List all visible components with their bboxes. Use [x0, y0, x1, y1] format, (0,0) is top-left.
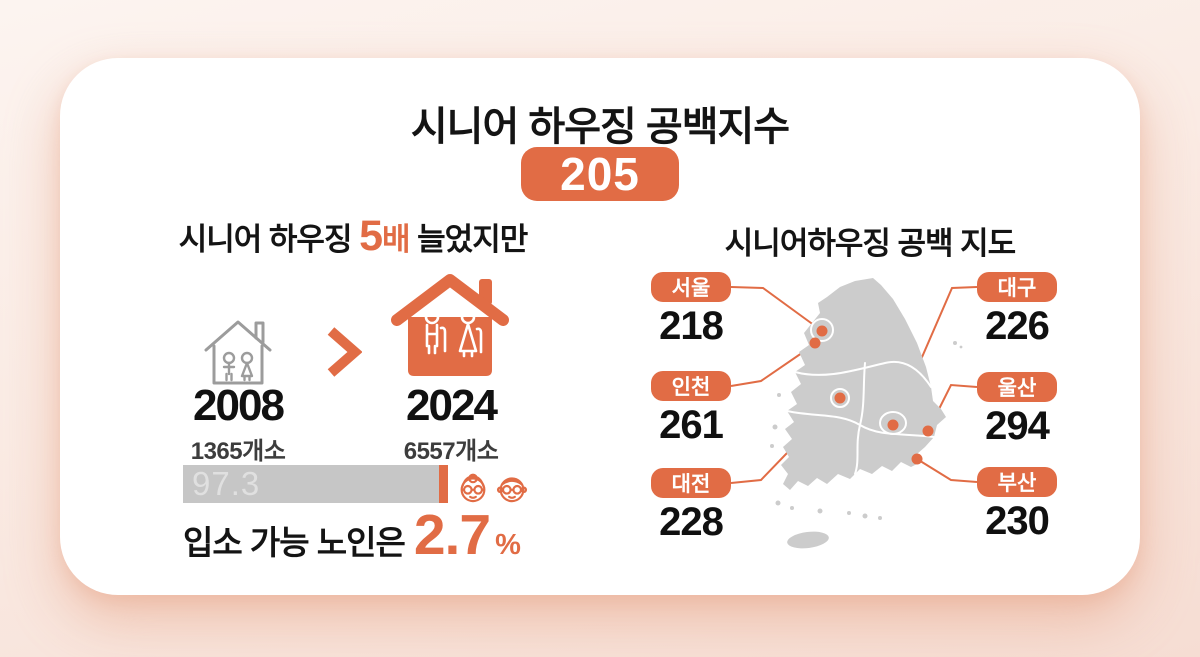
small-house-icon — [204, 320, 272, 385]
city-label-daegu: 대구 226 — [977, 272, 1057, 346]
dot-ulsan — [922, 425, 934, 437]
caption-percentage: 2.7 — [413, 503, 491, 567]
city-value-incheon: 261 — [659, 403, 724, 447]
city-pill-daegu: 대구 — [977, 272, 1057, 302]
year-2024: 2024 — [406, 381, 498, 430]
city-pill-busan: 부산 — [977, 467, 1057, 497]
city-dots — [809, 325, 934, 465]
caption-percent-sign: % — [495, 529, 521, 561]
dot-daegu — [887, 419, 899, 431]
city-value-busan: 230 — [985, 499, 1050, 543]
occupancy-bar-remainder — [439, 465, 448, 503]
map-connector-lines — [730, 286, 978, 484]
infographic-card: 시니어 하우징 공백지수 205 시니어 하우징 5배 늘었지만 — [60, 58, 1140, 595]
occupancy-bar: 97.3 — [183, 465, 448, 503]
dot-seoul — [816, 325, 828, 337]
growth-heading: 시니어 하우징 5배 늘었지만 — [118, 214, 588, 259]
gap-index-badge: 205 — [521, 147, 679, 201]
dot-incheon — [809, 337, 821, 349]
big-house-icon — [391, 274, 509, 376]
korea-map-shape — [770, 278, 963, 549]
city-pill-ulsan: 울산 — [977, 372, 1057, 402]
map-title: 시니어하우징 공백 지도 — [724, 226, 1016, 261]
greater-than-arrow-icon — [327, 327, 362, 377]
growth-multiplier: 5 — [359, 212, 383, 260]
year-2008: 2008 — [193, 381, 285, 430]
occupancy-caption: 입소 가능 노인은 2.7 % — [183, 502, 521, 568]
city-label-ulsan: 울산 294 — [977, 372, 1057, 446]
dot-daejeon — [834, 392, 846, 404]
growth-heading-rest: 늘었지만 — [409, 222, 528, 257]
year-2024-block: 2024 6557개소 — [371, 384, 531, 466]
elderly-faces — [456, 467, 529, 505]
occupancy-bar-value: 97.3 — [192, 465, 261, 502]
city-label-busan: 부산 230 — [977, 467, 1057, 541]
dot-busan — [911, 453, 923, 465]
count-2008: 1365개소 — [190, 438, 286, 465]
page-title: 시니어 하우징 공백지수 — [410, 105, 790, 149]
province-borders — [786, 318, 935, 475]
grandma-face-icon — [460, 473, 486, 503]
city-value-ulsan: 294 — [985, 404, 1050, 448]
year-2008-block: 2008 1365개소 — [158, 384, 318, 466]
growth-multiplier-unit: 배 — [382, 222, 411, 257]
count-2024: 6557개소 — [403, 438, 499, 465]
caption-text: 입소 가능 노인은 — [183, 524, 406, 561]
growth-heading-prefix: 시니어 하우징 — [178, 222, 360, 257]
city-value-daejeon: 228 — [659, 500, 724, 544]
city-value-daegu: 226 — [985, 304, 1050, 348]
city-label-daejeon: 대전 228 — [651, 468, 731, 542]
city-pill-incheon: 인천 — [651, 371, 731, 401]
city-label-incheon: 인천 261 — [651, 371, 731, 445]
grandpa-face-icon — [496, 477, 528, 503]
city-label-seoul: 서울 218 — [651, 272, 731, 346]
city-pill-daejeon: 대전 — [651, 468, 731, 498]
city-value-seoul: 218 — [659, 304, 724, 348]
city-pill-seoul: 서울 — [651, 272, 731, 302]
